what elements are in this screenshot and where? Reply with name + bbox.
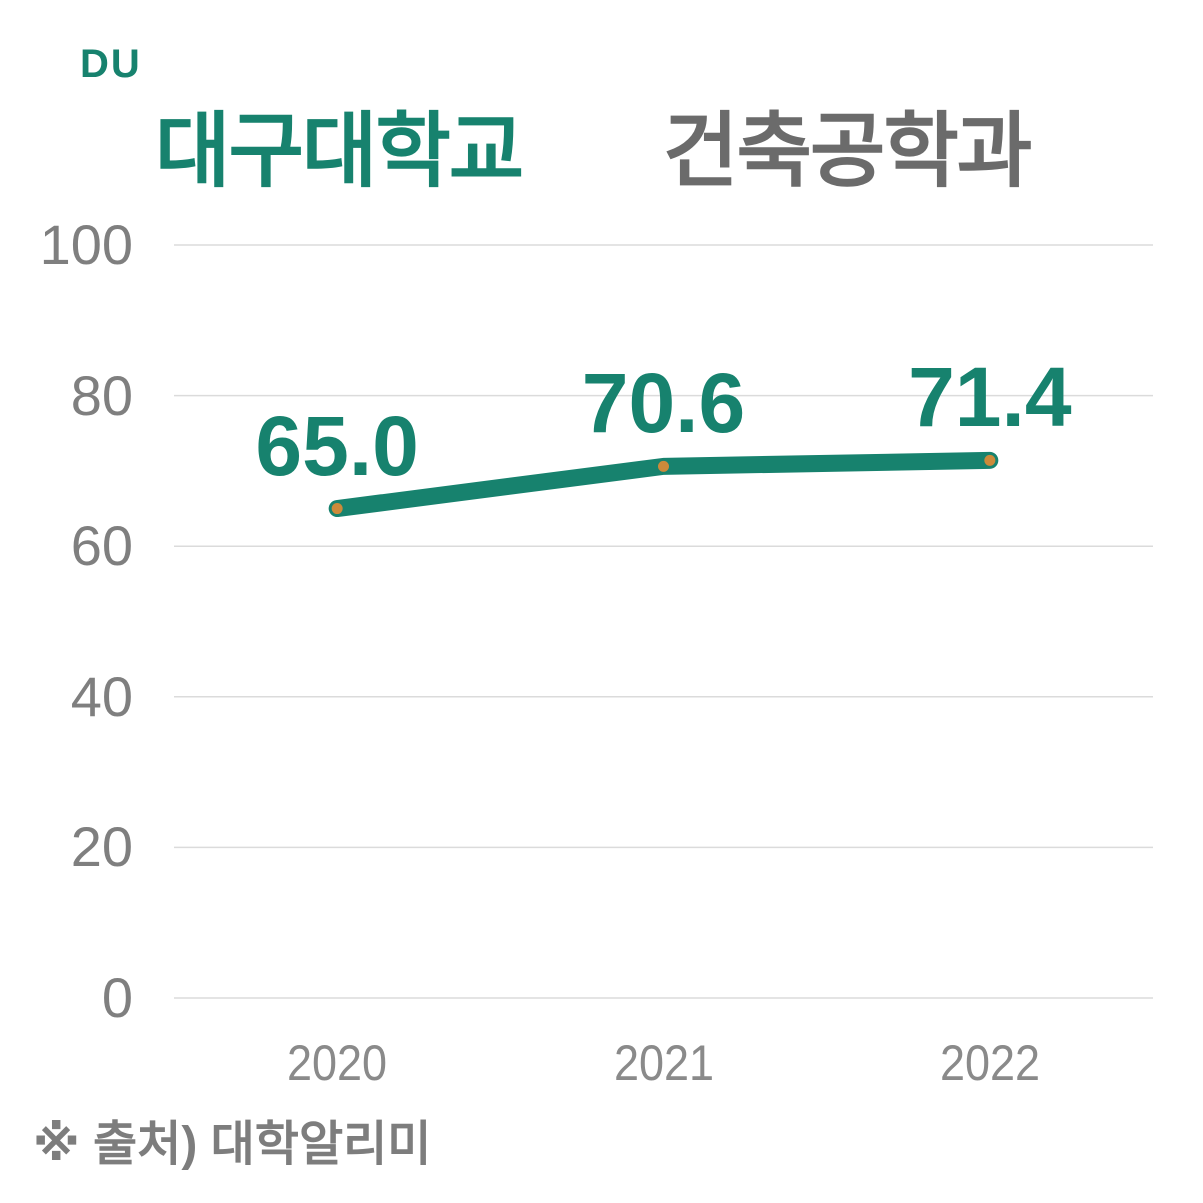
y-axis-label: 20 [70,815,133,879]
data-label: 71.4 [908,350,1072,445]
x-axis-label: 2021 [613,1035,714,1091]
y-axis-label: 80 [70,363,133,427]
y-axis-label: 100 [39,213,133,276]
data-point-marker [331,503,343,515]
data-point-marker [658,460,669,472]
source-note: ※ 출처) 대학알리미 [33,1118,432,1171]
chart-title-university: 대구대학교 [155,106,524,197]
data-point-marker [984,454,996,466]
y-axis-label: 0 [101,966,133,1029]
data-label: 65.0 [255,398,419,493]
y-axis-label: 40 [70,664,133,728]
chart-title: 대구대학교 건축공학과 [0,104,1203,204]
x-axis-label: 2022 [939,1035,1040,1091]
chart-title-department: 건축공학과 [663,106,1032,197]
y-axis-label: 60 [70,514,133,578]
du-logo: DU [80,42,142,86]
x-axis-label: 2020 [287,1035,388,1091]
data-label: 70.6 [581,356,746,451]
